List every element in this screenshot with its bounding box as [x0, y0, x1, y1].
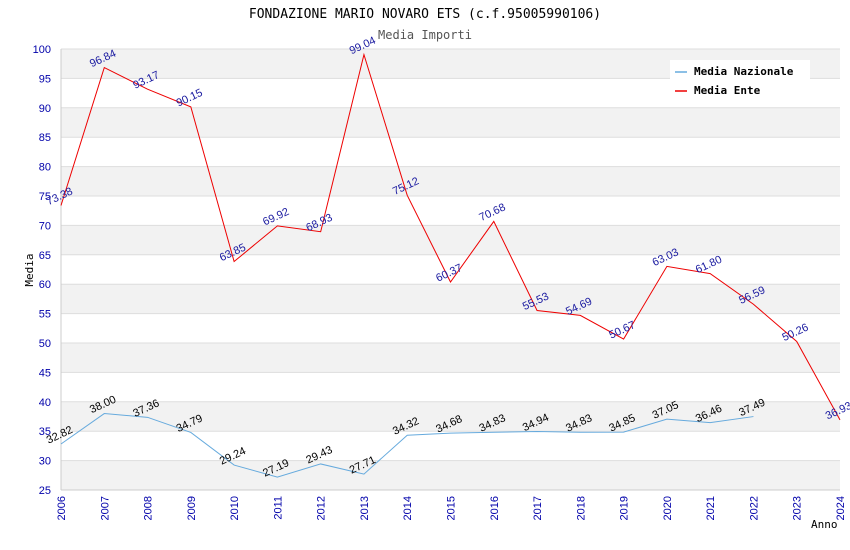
- x-tick-label: 2019: [619, 496, 631, 520]
- x-tick-label: 2016: [489, 496, 501, 520]
- chart-title: FONDAZIONE MARIO NOVARO ETS (c.f.9500599…: [249, 7, 601, 22]
- background-bands: [61, 49, 840, 490]
- y-tick-label: 90: [39, 103, 51, 115]
- background-band: [61, 284, 840, 314]
- x-tick-label: 2014: [402, 496, 414, 520]
- y-tick-label: 60: [39, 279, 51, 291]
- series-line-media-nazionale: [60, 413, 754, 478]
- x-tick-label: 2022: [748, 496, 760, 520]
- x-tick-label: 2024: [835, 496, 847, 520]
- y-tick-label: 70: [39, 220, 51, 232]
- chart-subtitle: Media Importi: [378, 28, 472, 42]
- y-tick-label: 25: [39, 485, 51, 497]
- x-tick-label: 2012: [316, 496, 328, 520]
- axes: [60, 49, 840, 491]
- x-tick-label: 2020: [662, 496, 674, 520]
- x-tick-label: 2007: [99, 496, 111, 520]
- data-label-media-ente: 61.80: [694, 254, 724, 277]
- y-tick-label: 75: [39, 191, 51, 203]
- data-label-media-ente: 70.68: [477, 201, 507, 224]
- y-tick-label: 45: [39, 367, 51, 379]
- x-tick-label: 2006: [56, 496, 68, 520]
- series-line-media-ente: [60, 52, 841, 421]
- x-tick-label: 2013: [359, 496, 371, 520]
- y-axis-label: Media: [23, 253, 36, 286]
- series-lines: [60, 52, 841, 478]
- x-tick-label: 2018: [575, 496, 587, 520]
- legend-label-media-ente: Media Ente: [694, 84, 761, 97]
- legend-box: [670, 60, 810, 100]
- y-tick-label: 30: [39, 456, 51, 468]
- x-tick-label: 2008: [143, 496, 155, 520]
- background-band: [61, 225, 840, 255]
- y-tick-label: 65: [39, 250, 51, 262]
- y-tick-label: 80: [39, 162, 51, 174]
- legend-label-media-nazionale: Media Nazionale: [694, 65, 794, 78]
- x-tick-label: 2017: [532, 496, 544, 520]
- background-band: [61, 401, 840, 432]
- y-tick-label: 55: [39, 309, 51, 321]
- background-band: [61, 343, 840, 373]
- y-tick-label: 35: [39, 426, 51, 438]
- x-tick-labels: 2006 2007 2008 2009 2010 2011 2012 2013 2014 2015…: [56, 496, 847, 520]
- y-tick-label: 100: [33, 44, 51, 56]
- background-band: [61, 107, 840, 138]
- y-tick-label: 50: [39, 338, 51, 350]
- x-axis-label: Anno: [811, 518, 838, 531]
- legend: Media Nazionale Media Ente: [670, 60, 810, 100]
- y-tick-label: 85: [39, 132, 51, 144]
- x-tick-label: 2021: [705, 496, 717, 520]
- y-tick-labels: 25 30 35 40 45 50 55 60 65 70 75 80 85 90 95 100: [33, 44, 51, 497]
- x-tick-label: 2009: [186, 496, 198, 520]
- x-tick-label: 2023: [792, 496, 804, 520]
- x-tick-label: 2011: [272, 496, 284, 520]
- x-tick-label: 2010: [229, 496, 241, 520]
- data-label-media-ente: 60.37: [434, 262, 464, 285]
- background-band: [61, 460, 840, 490]
- y-tick-label: 40: [39, 397, 51, 409]
- y-tick-label: 95: [39, 73, 51, 85]
- x-tick-label: 2015: [446, 496, 458, 520]
- data-label-media-ente: 73.38: [45, 186, 75, 209]
- background-band: [61, 166, 840, 196]
